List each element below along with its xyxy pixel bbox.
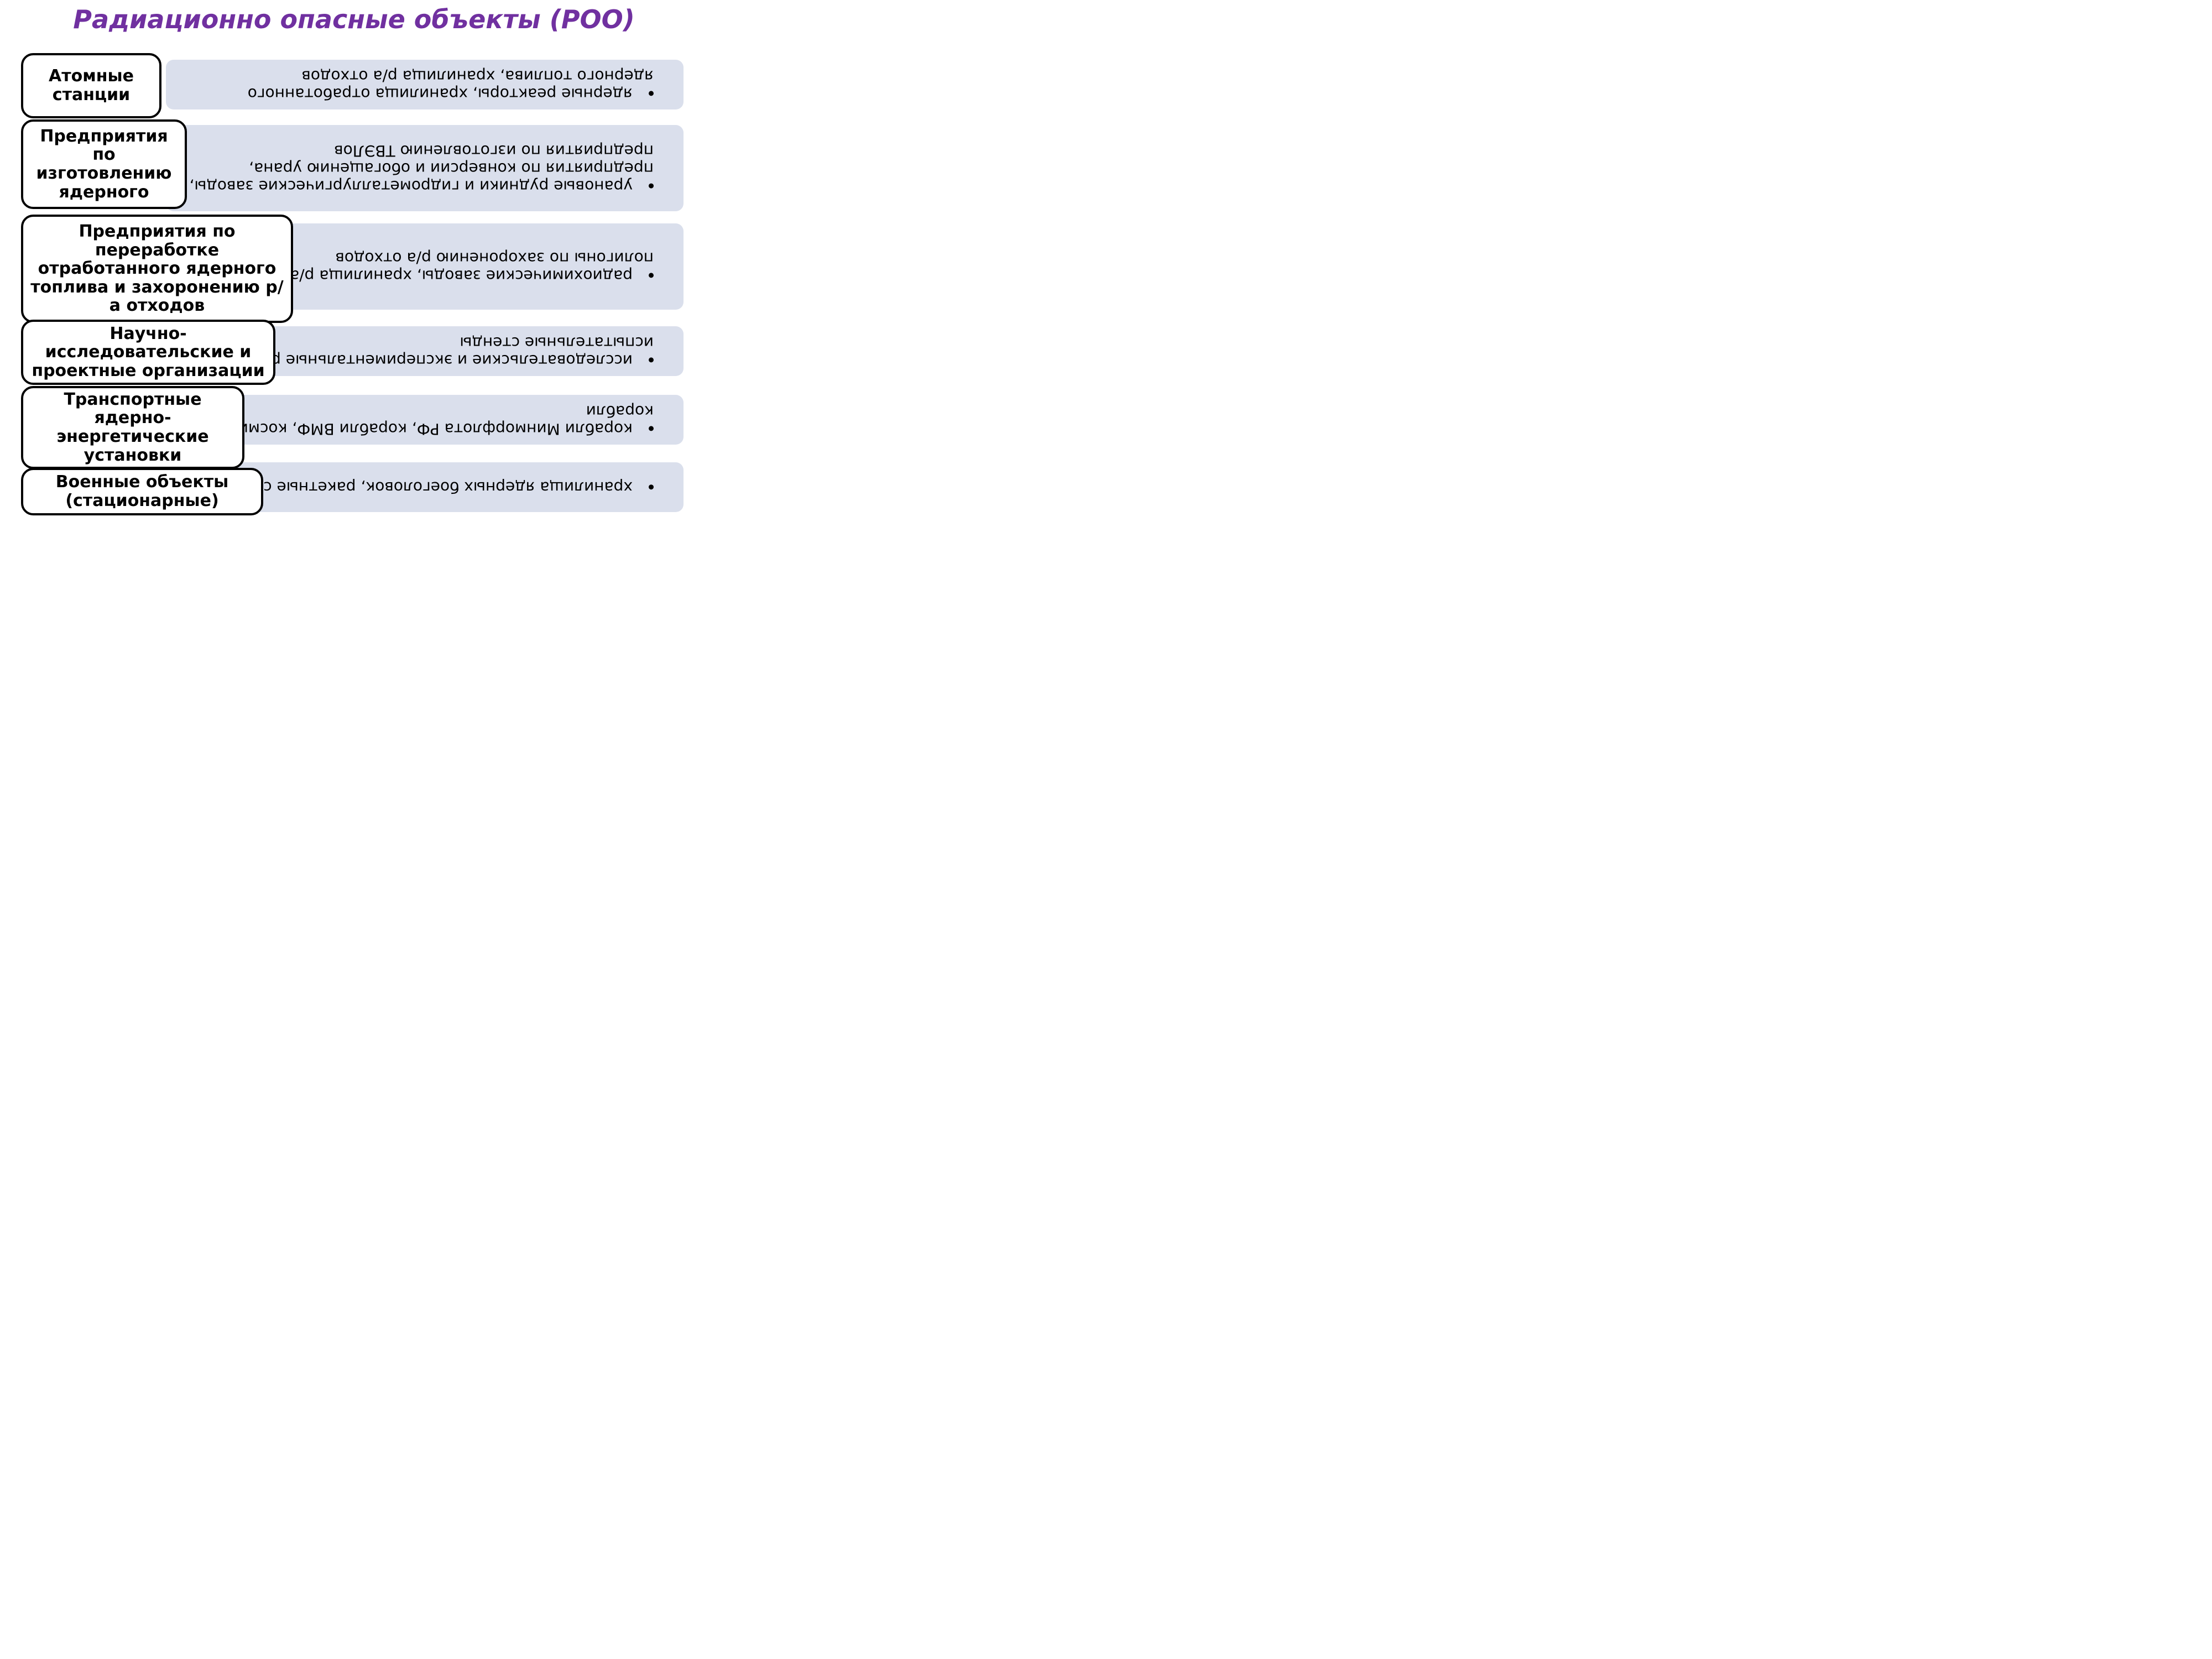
- label-box-4: Транспортные ядерно-энергетические устан…: [21, 386, 244, 469]
- label-text-2: Предприятия по переработке отработанного…: [29, 222, 285, 315]
- desc-text-4: корабли Минморфлота РФ, корабли ВМФ, кос…: [177, 402, 667, 437]
- label-box-1: Предприятия по изготовлению ядерного: [21, 119, 187, 209]
- desc-bar-0: ядерные реакторы, хранилища отработанног…: [166, 60, 684, 109]
- label-box-3: Научно-исследовательские и проектные орг…: [21, 320, 275, 385]
- label-box-0: Атомные станции: [21, 53, 161, 118]
- desc-bar-1: урановые рудники и гидрометаллургические…: [166, 125, 684, 211]
- desc-text-0: ядерные реакторы, хранилища отработанног…: [177, 67, 667, 102]
- label-text-4: Транспортные ядерно-энергетические устан…: [29, 390, 237, 465]
- slide: Радиационно опасные объекты (РОО) ядерны…: [0, 0, 708, 531]
- slide-title: Радиационно опасные объекты (РОО): [0, 4, 708, 34]
- label-box-2: Предприятия по переработке отработанного…: [21, 215, 293, 323]
- label-box-5: Военные объекты (стационарные): [21, 468, 263, 515]
- label-text-0: Атомные станции: [29, 67, 154, 104]
- label-text-3: Научно-исследовательские и проектные орг…: [29, 325, 268, 380]
- desc-text-1: урановые рудники и гидрометаллургические…: [177, 142, 667, 195]
- rows-container: ядерные реакторы, хранилища отработанног…: [17, 60, 691, 520]
- label-text-1: Предприятия по изготовлению ядерного: [29, 127, 179, 201]
- label-text-5: Военные объекты (стационарные): [29, 473, 255, 510]
